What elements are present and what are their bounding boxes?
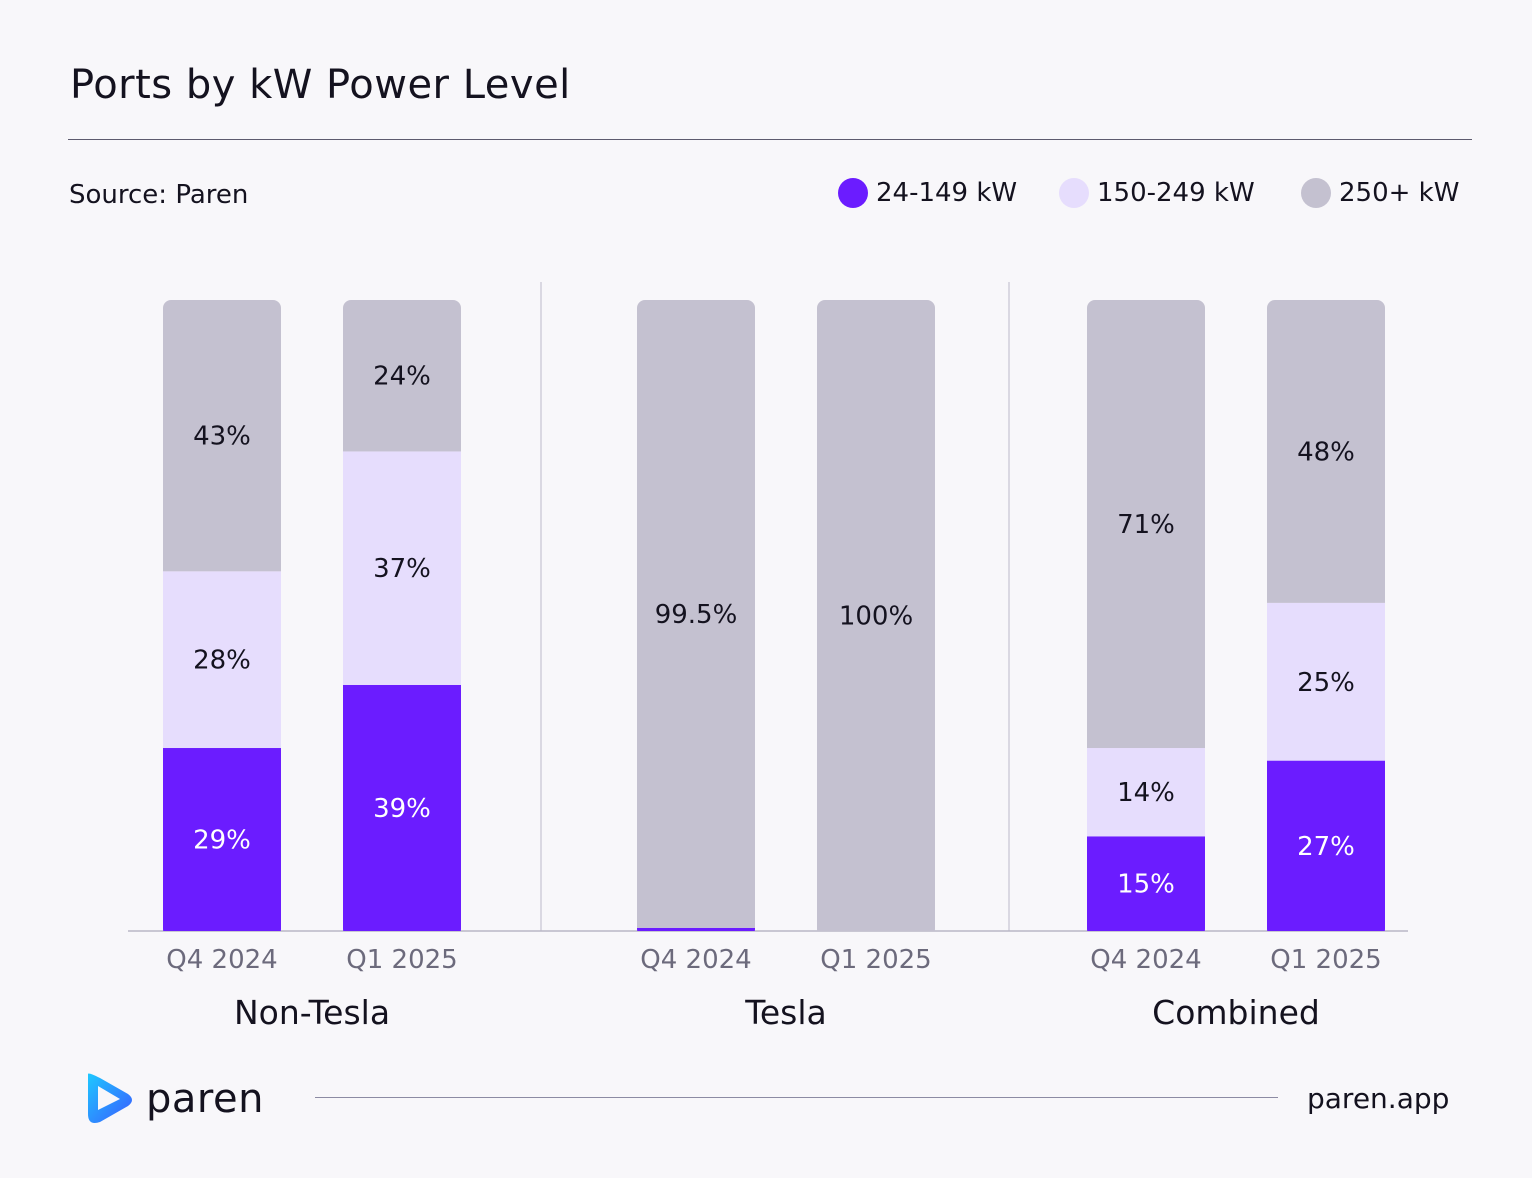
bar-segment [163, 300, 281, 572]
data-label: 43% [193, 422, 251, 452]
chart-title: Ports by kW Power Level [70, 62, 571, 108]
legend: 24-149 kW 150-249 kW 250+ kW [0, 178, 1532, 214]
bar-segment [1267, 300, 1385, 603]
footer-divider [315, 1097, 1278, 1098]
data-label: 39% [373, 794, 431, 824]
data-label: 71% [1117, 510, 1175, 540]
data-label: 27% [1297, 832, 1355, 862]
data-label: 48% [1297, 437, 1355, 467]
legend-item-24-149: 24-149 kW [838, 178, 1017, 208]
group-label: Tesla [744, 993, 826, 1032]
legend-swatch [838, 178, 868, 208]
legend-item-150-249: 150-249 kW [1059, 178, 1255, 208]
brand-logo: paren [82, 1070, 264, 1128]
stacked-bar [1087, 300, 1205, 931]
x-tick-label: Q1 2025 [346, 945, 457, 975]
data-label: 99.5% [655, 600, 738, 630]
bar-segment [1087, 300, 1205, 749]
legend-label: 150-249 kW [1097, 178, 1255, 208]
legend-label: 250+ kW [1339, 178, 1460, 208]
bar-segment [343, 451, 461, 685]
stacked-bar-chart: 29% 28% 43% Q4 2024 39% 37% 24% Q1 2025 Non-Tesl… [128, 282, 1408, 1032]
bar-segment [637, 927, 755, 931]
bar-segment [343, 300, 461, 452]
bar-segment [163, 748, 281, 931]
bar-segment [1087, 748, 1205, 837]
group-label: Non-Tesla [234, 993, 390, 1032]
bar-segment [1267, 760, 1385, 931]
bar-segment [637, 300, 755, 928]
site-link[interactable]: paren.app [1307, 1082, 1450, 1115]
legend-swatch [1059, 178, 1089, 208]
bar-segment [817, 300, 935, 931]
legend-label: 24-149 kW [876, 178, 1018, 208]
data-label: 29% [193, 826, 251, 856]
x-tick-label: Q1 2025 [820, 945, 931, 975]
data-label: 24% [373, 362, 431, 392]
stacked-bar [817, 300, 935, 931]
data-label: 14% [1117, 778, 1175, 808]
x-tick-label: Q1 2025 [1270, 945, 1381, 975]
bar-segment [1087, 836, 1205, 931]
data-label: 37% [373, 554, 431, 584]
stacked-bar [163, 300, 281, 931]
stacked-bar [1267, 300, 1385, 931]
data-label: 25% [1297, 668, 1355, 698]
legend-swatch [1301, 178, 1331, 208]
bar-segment [343, 684, 461, 931]
x-tick-label: Q4 2024 [1090, 945, 1201, 975]
data-label: 15% [1117, 870, 1175, 900]
data-label: 100% [839, 602, 913, 632]
paren-logo-icon [88, 1073, 132, 1123]
brand-name: paren [146, 1076, 264, 1122]
source-note: Source: Paren [69, 180, 249, 210]
bar-segment [163, 571, 281, 749]
legend-item-250-plus: 250+ kW [1301, 178, 1459, 208]
stacked-bar [637, 300, 755, 931]
group-label: Combined [1152, 993, 1320, 1032]
title-divider [68, 139, 1472, 140]
x-tick-label: Q4 2024 [640, 945, 751, 975]
x-tick-label: Q4 2024 [166, 945, 277, 975]
stacked-bar [343, 300, 461, 931]
data-label: 28% [193, 646, 251, 676]
bar-segment [1267, 602, 1385, 761]
